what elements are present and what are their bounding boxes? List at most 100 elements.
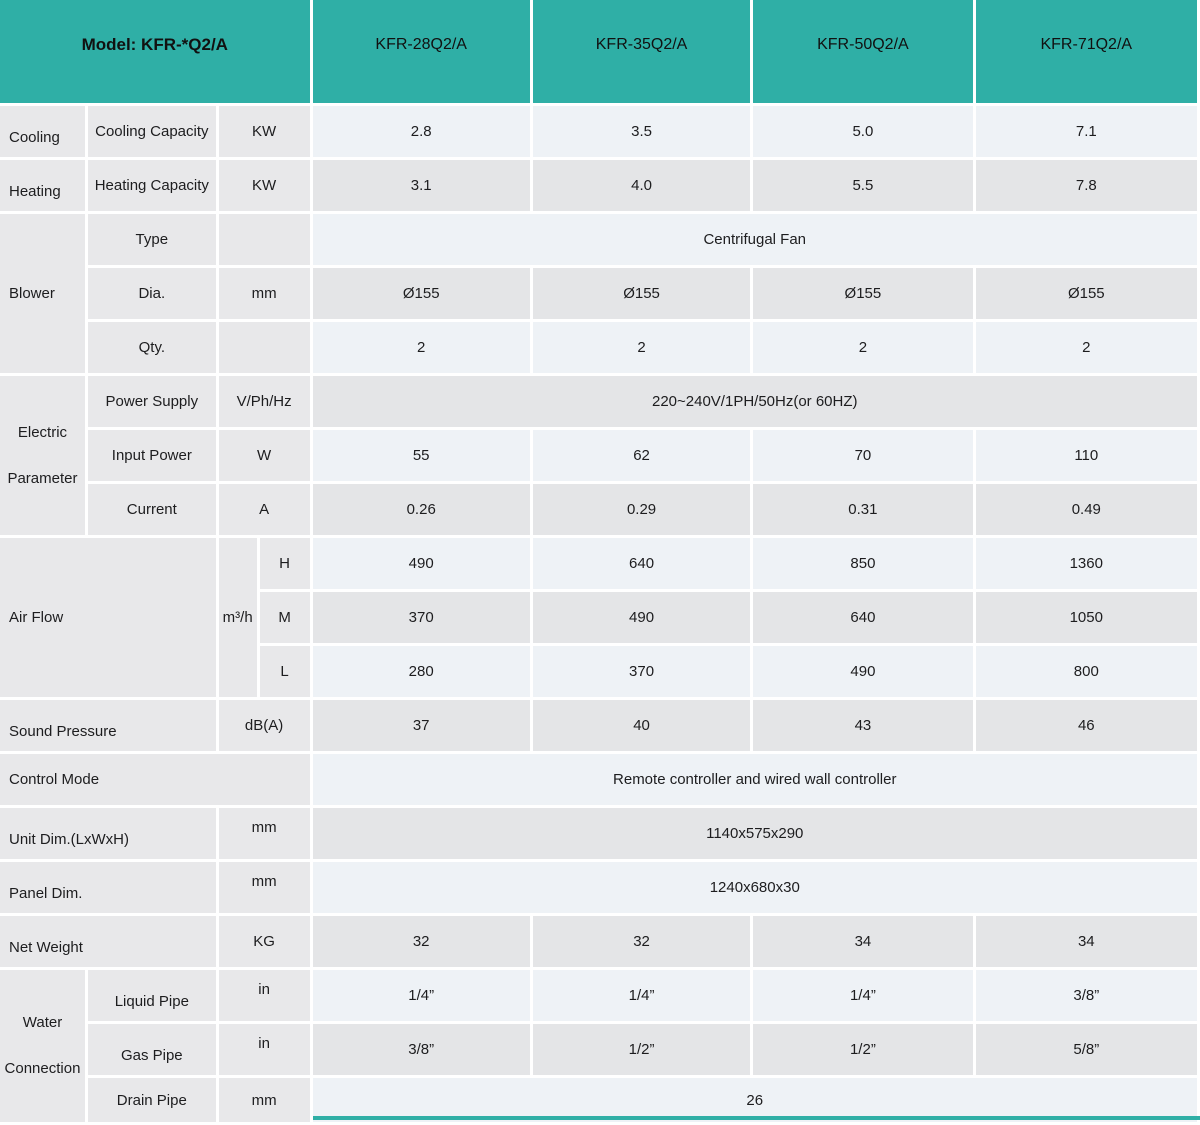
unit-dim-value: 1140x575x290 [312,808,1197,859]
next-table-header-sliver [313,1116,1200,1120]
row-sound-pressure: Sound Pressure dB(A) 37 40 43 46 [0,700,1197,751]
current-value: 0.26 [312,484,530,535]
sound-pressure-unit: dB(A) [218,700,310,751]
current-unit: A [218,484,310,535]
row-blower-dia: Dia. mm Ø155 Ø155 Ø155 Ø155 [0,268,1197,319]
water-group-line2: Connection [4,1060,81,1077]
row-control-mode: Control Mode Remote controller and wired… [0,754,1197,805]
panel-dim-label: Panel Dim. [0,862,216,913]
blower-type-value: Centrifugal Fan [312,214,1197,265]
airflow-unit: m³/h [218,538,257,697]
net-weight-value: 32 [312,916,530,967]
airflow-m-value: 490 [532,592,751,643]
current-value: 0.29 [532,484,751,535]
row-heating: Heating Heating Capacity KW 3.1 4.0 5.5 … [0,160,1197,211]
liquid-pipe-value: 1/4” [312,970,530,1021]
control-mode-label: Control Mode [0,754,310,805]
airflow-m-value: 370 [312,592,530,643]
blower-dia-value: Ø155 [312,268,530,319]
column-header-kfr50: KFR-50Q2/A [753,0,973,103]
liquid-pipe-value: 1/4” [753,970,973,1021]
gas-pipe-label: Gas Pipe [87,1024,216,1075]
water-connection-group-label: Water Connection [0,970,85,1122]
blower-dia-label: Dia. [87,268,216,319]
net-weight-value: 32 [532,916,751,967]
heating-group-label: Heating [0,160,85,211]
current-value: 0.31 [753,484,973,535]
control-mode-value: Remote controller and wired wall control… [312,754,1197,805]
airflow-group-label: Air Flow [0,538,216,697]
electric-group-line1: Electric [17,423,68,441]
blower-dia-value: Ø155 [975,268,1197,319]
power-supply-unit: V/Ph/Hz [218,376,310,427]
row-power-supply: Electric Parameter Power Supply V/Ph/Hz … [0,376,1197,535]
blower-qty-label: Qty. [87,322,216,373]
row-panel-dim: Panel Dim. mm 1240x680x30 [0,862,1197,913]
heating-value: 3.1 [312,160,530,211]
net-weight-value: 34 [753,916,973,967]
row-blower-type: Blower Type Centrifugal Fan [0,214,1197,373]
net-weight-label: Net Weight [0,916,216,967]
blower-qty-unit-empty [218,322,310,373]
heating-value: 4.0 [532,160,751,211]
cooling-value: 3.5 [532,106,751,157]
row-net-weight: Net Weight KG 32 32 34 34 [0,916,1197,967]
cooling-value: 5.0 [753,106,973,157]
current-label: Current [87,484,216,535]
input-power-value: 70 [753,430,973,481]
input-power-value: 62 [532,430,751,481]
power-supply-label: Power Supply [87,376,216,427]
gas-pipe-unit: in [218,1024,310,1075]
cooling-value: 2.8 [312,106,530,157]
row-liquid-pipe: Water Connection Liquid Pipe in 1/4” 1/4… [0,970,1197,1122]
blower-qty-value: 2 [975,322,1197,373]
liquid-pipe-value: 3/8” [975,970,1197,1021]
input-power-value: 110 [975,430,1197,481]
net-weight-value: 34 [975,916,1197,967]
gas-pipe-value: 5/8” [975,1024,1197,1075]
gas-pipe-value: 3/8” [312,1024,530,1075]
cooling-value: 7.1 [975,106,1197,157]
liquid-pipe-value: 1/4” [532,970,751,1021]
unit-dim-unit: mm [218,808,310,859]
cooling-group-label: Cooling [0,106,85,157]
panel-dim-value: 1240x680x30 [312,862,1197,913]
sound-pressure-value: 43 [753,700,973,751]
airflow-l-label: L [259,646,310,697]
input-power-value: 55 [312,430,530,481]
blower-dia-unit: mm [218,268,310,319]
blower-group-label: Blower [0,214,85,373]
sound-pressure-value: 40 [532,700,751,751]
row-drain-pipe: Drain Pipe mm 26 [0,1078,1197,1122]
airflow-m-label: M [259,592,310,643]
airflow-l-value: 800 [975,646,1197,697]
electric-parameter-group-label: Electric Parameter [0,376,85,535]
heating-value: 7.8 [975,160,1197,211]
water-group-line1: Water [22,1014,63,1031]
cooling-unit: KW [218,106,310,157]
liquid-pipe-label: Liquid Pipe [87,970,216,1021]
drain-pipe-unit: mm [218,1078,310,1122]
airflow-h-value: 640 [532,538,751,589]
row-airflow-h: Air Flow m³/h H 490 640 850 1360 [0,538,1197,697]
row-current: Current A 0.26 0.29 0.31 0.49 [0,484,1197,535]
row-airflow-l: L 280 370 490 800 [0,646,1197,697]
current-value: 0.49 [975,484,1197,535]
blower-type-unit-empty [218,214,310,265]
net-weight-unit: KG [218,916,310,967]
blower-dia-value: Ø155 [753,268,973,319]
blower-qty-value: 2 [532,322,751,373]
input-power-unit: W [218,430,310,481]
heating-unit: KW [218,160,310,211]
sound-pressure-label: Sound Pressure [0,700,216,751]
blower-type-label: Type [87,214,216,265]
header-row: Model: KFR-*Q2/A KFR-28Q2/A KFR-35Q2/A K… [0,0,1197,103]
column-header-kfr28: KFR-28Q2/A [312,0,530,103]
airflow-l-value: 370 [532,646,751,697]
airflow-h-value: 1360 [975,538,1197,589]
row-gas-pipe: Gas Pipe in 3/8” 1/2” 1/2” 5/8” [0,1024,1197,1075]
airflow-l-value: 490 [753,646,973,697]
liquid-pipe-unit: in [218,970,310,1021]
heating-value: 5.5 [753,160,973,211]
